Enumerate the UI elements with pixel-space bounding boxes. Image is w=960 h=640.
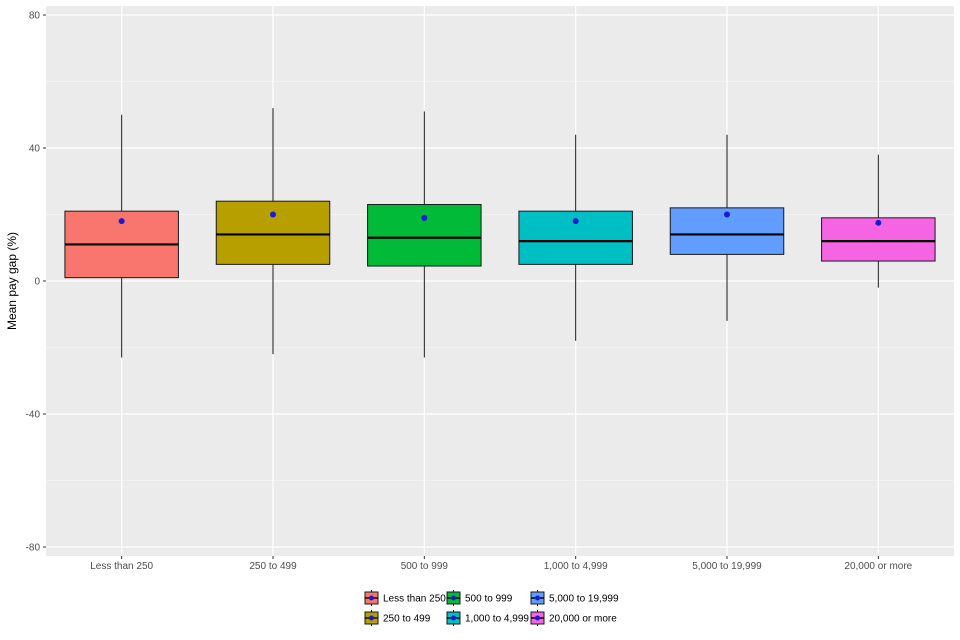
legend-label: 5,000 to 19,999: [549, 594, 619, 605]
x-tick-label: 20,000 or more: [844, 561, 912, 572]
box-group: [518, 134, 633, 341]
x-axis: Less than 250 250 to 499 500 to 999 1,000 t…: [90, 556, 913, 572]
legend-key-mean: [369, 595, 374, 601]
y-axis: -80 -40 0 40 80: [26, 11, 46, 554]
y-tick-label: 40: [29, 144, 41, 155]
mean-point: [875, 219, 882, 226]
y-tick-label: 80: [29, 11, 41, 22]
x-tick-label: 1,000 to 4,999: [544, 561, 608, 572]
legend-item: 5,000 to 19,999: [530, 590, 619, 606]
mean-point: [572, 218, 579, 225]
x-tick-label: 500 to 999: [401, 561, 449, 572]
box-group: [821, 154, 936, 288]
mean-point: [724, 211, 730, 218]
box: [367, 204, 482, 267]
legend-key-mean: [535, 595, 540, 601]
box-group: [669, 134, 785, 321]
box-group: [215, 108, 331, 355]
y-tick-label: -80: [26, 543, 41, 554]
legend-label: 250 to 499: [383, 614, 431, 625]
legend-label: 500 to 999: [465, 594, 513, 605]
legend-item: 1,000 to 4,999: [446, 610, 529, 626]
mean-point: [421, 214, 428, 221]
legend-key-mean: [451, 615, 456, 621]
box: [215, 200, 331, 265]
x-tick-label: Less than 250: [90, 561, 153, 572]
legend-key-mean: [451, 595, 456, 601]
legend-item: 500 to 999: [446, 590, 513, 606]
box-group: [64, 114, 179, 358]
legend-item: 250 to 499: [364, 610, 431, 626]
legend-key-mean: [535, 615, 540, 621]
boxes: [64, 108, 936, 358]
legend-label: Less than 250: [383, 594, 446, 605]
x-tick-label: 5,000 to 19,999: [692, 561, 762, 572]
mean-point: [270, 211, 276, 218]
y-tick-label: -40: [26, 410, 41, 421]
legend-label: 20,000 or more: [549, 614, 617, 625]
grid-minor: [46, 81, 954, 481]
y-tick-label: 0: [34, 277, 40, 288]
legend-item: 20,000 or more: [530, 610, 617, 626]
box-group: [367, 111, 482, 358]
legend-label: 1,000 to 4,999: [465, 614, 529, 625]
x-tick-label: 250 to 499: [249, 561, 297, 572]
legend-key-mean: [369, 615, 374, 621]
y-axis-title: Mean pay gap (%): [5, 232, 19, 330]
legend: Less than 250 500 to 999 5,000 to 19,999 25…: [364, 590, 619, 626]
mean-point: [118, 218, 125, 225]
legend-item: Less than 250: [364, 590, 446, 606]
